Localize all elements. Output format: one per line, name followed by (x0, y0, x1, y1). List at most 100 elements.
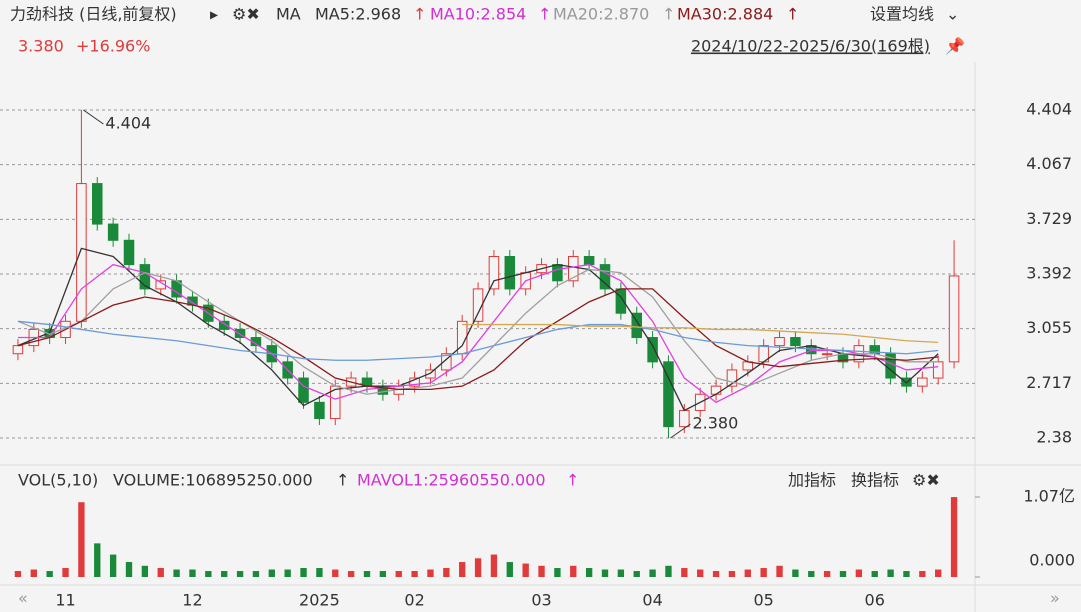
volume-bar (601, 569, 609, 577)
y-tick-label: 1.07亿 (1023, 487, 1075, 506)
ma10: MA10:2.854 (430, 5, 526, 24)
candle (679, 409, 690, 428)
volume-bar (903, 571, 910, 577)
vol-arrow: ↑ (566, 471, 579, 490)
arrow[interactable]: ▸ (210, 5, 218, 24)
volume-bar (855, 569, 863, 577)
volume-bar (792, 569, 799, 577)
candle (726, 369, 738, 387)
candle (314, 401, 325, 420)
volume-bar (316, 568, 323, 577)
ma-line (17, 247, 939, 412)
volume-bar (379, 571, 387, 577)
mavol-label: MAVOL1:25960550.000 (357, 471, 546, 490)
volume-bar (808, 571, 815, 577)
volume-bar (236, 571, 244, 577)
vol-title: VOL(5,10) (18, 471, 98, 490)
volume-bar (395, 571, 402, 577)
volume-bar (363, 571, 371, 577)
switch-indicator[interactable]: 换指标 (851, 471, 899, 490)
vol-arrow: ↑ (336, 471, 349, 490)
gear[interactable]: ⚙✖ (912, 471, 940, 490)
candle (647, 337, 658, 363)
candle (107, 223, 119, 241)
candle (631, 312, 642, 339)
y-tick-label: 2.717 (1026, 373, 1072, 392)
volume-bar (776, 565, 783, 577)
x-tick-label: 2025 (299, 591, 340, 610)
annotation-arrow (670, 423, 691, 439)
x-tick-label: 05 (753, 591, 773, 610)
volume-bar (665, 565, 672, 577)
volume-bar (347, 571, 355, 577)
date-range: 2024/10/22-2025/6/30(169根) (691, 37, 930, 56)
volume-bar (649, 569, 656, 577)
candle (568, 255, 579, 282)
settings[interactable]: 设置均线 (870, 5, 934, 24)
volume-bar (570, 565, 577, 577)
candle (932, 361, 944, 379)
volume-bar (887, 569, 894, 577)
candle (790, 337, 801, 347)
volume-bar (252, 571, 260, 577)
volume-bar (617, 569, 625, 577)
y-tick-label: 4.067 (1026, 154, 1072, 173)
volume-bar (839, 571, 847, 577)
ma-line (17, 320, 939, 361)
ma-line (17, 263, 939, 404)
scroll-left[interactable]: « (18, 589, 28, 608)
volume-bar (125, 562, 133, 577)
volume-bar (30, 569, 37, 577)
volume-bar (189, 569, 196, 577)
volume-bar (935, 569, 942, 577)
ma-arrow: ↑ (786, 5, 799, 24)
x-tick-label: 02 (404, 591, 424, 610)
candle (488, 255, 500, 290)
gear[interactable]: ⚙✖ (232, 5, 260, 24)
volume-bar (459, 562, 466, 577)
volume-bar (950, 497, 958, 577)
y-tick-label: 3.392 (1026, 264, 1072, 283)
volume-bar (284, 569, 291, 577)
y-tick-label: 0.000 (1029, 551, 1075, 570)
candle (948, 275, 960, 363)
candle (92, 183, 103, 225)
volume-bar (332, 569, 339, 577)
ma5: MA5:2.968 (315, 5, 401, 24)
candle (12, 345, 24, 355)
volume-bar (585, 568, 593, 577)
add-indicator[interactable]: 加指标 (788, 471, 836, 490)
chevron[interactable]: ⌄ (946, 5, 959, 24)
ma-arrow: ↑ (538, 5, 551, 24)
candle (917, 377, 928, 387)
volume-bar (443, 568, 450, 577)
volume-bar (712, 571, 720, 577)
candle (663, 361, 674, 428)
volume-bar (522, 563, 529, 577)
volume-bar (823, 571, 831, 577)
volume-bar (268, 569, 275, 577)
scroll-right[interactable]: » (1050, 589, 1060, 608)
volume-bar (109, 554, 117, 577)
volume-bar (173, 569, 180, 577)
volume-bar (205, 571, 212, 577)
candle (441, 353, 452, 371)
volume-bar (141, 565, 149, 577)
candle (742, 361, 754, 371)
volume-bar (919, 571, 926, 577)
x-tick-label: 11 (55, 591, 75, 610)
pin[interactable]: 📌 (945, 37, 965, 56)
candle (123, 239, 135, 266)
annotation: 2.380 (692, 414, 738, 433)
ma20: MA20:2.870 (553, 5, 649, 24)
candle (552, 264, 563, 282)
annotation: 4.404 (105, 114, 151, 133)
ma-line (17, 288, 939, 391)
candle (218, 320, 230, 330)
candle (710, 385, 722, 395)
x-tick-label: 12 (182, 591, 202, 610)
volume-bar (871, 571, 878, 577)
x-tick-label: 04 (642, 591, 662, 610)
candle (599, 264, 611, 290)
